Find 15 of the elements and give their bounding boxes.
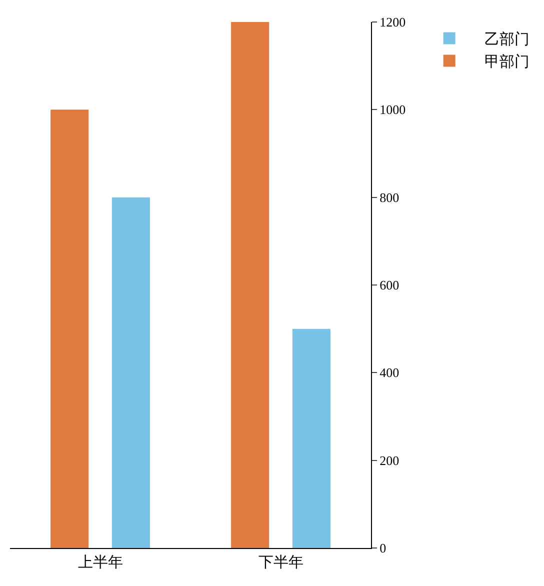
bar <box>112 197 150 548</box>
y-tick-label: 1000 <box>380 102 406 118</box>
y-tick-label: 600 <box>380 278 400 293</box>
x-tick-label: 上半年 <box>78 553 123 571</box>
x-tick-label: 下半年 <box>258 553 304 571</box>
legend-label: 甲部门 <box>484 52 530 71</box>
bar <box>292 328 330 548</box>
y-tick-label: 1200 <box>380 14 406 30</box>
y-tick-label: 200 <box>380 452 400 468</box>
y-tick-label: 400 <box>380 365 400 380</box>
y-tick-label: 0 <box>380 540 386 556</box>
bar <box>231 22 270 548</box>
y-tick-label: 800 <box>380 190 400 205</box>
legend-label: 乙部门 <box>484 30 530 48</box>
bar <box>50 110 89 548</box>
